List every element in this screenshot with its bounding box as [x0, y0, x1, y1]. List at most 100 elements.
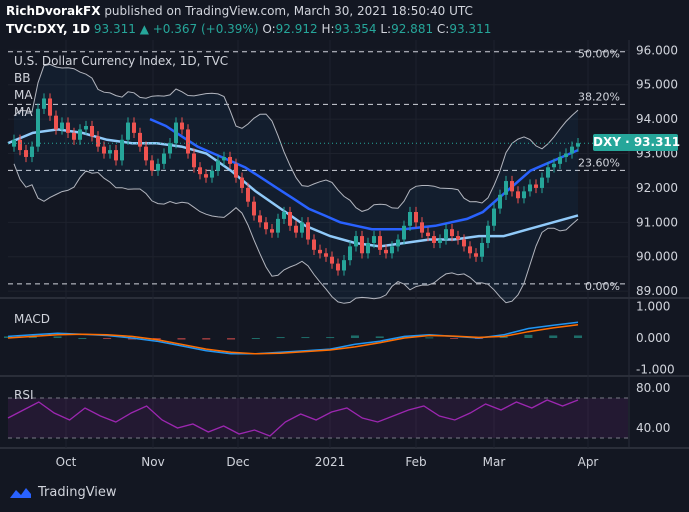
candle-body [276, 218, 280, 233]
candle-body [450, 229, 454, 237]
high-label: H: [321, 22, 335, 36]
fib-label: 38.20% [578, 90, 620, 103]
candle-body [462, 239, 466, 247]
tradingview-cloud-icon [10, 488, 31, 498]
candle-body [198, 167, 202, 175]
macd-histogram-bar [177, 338, 186, 340]
y-tick-label: 96.000 [636, 43, 678, 57]
candle-body [246, 187, 250, 202]
macd-histogram-bar [499, 336, 508, 338]
candle-body [30, 146, 34, 157]
macd-histogram-bar [326, 337, 335, 339]
close-value: 93.311 [449, 22, 492, 36]
y-tick-label: 90.000 [636, 250, 678, 264]
candle-body [66, 122, 70, 133]
macd-histogram-bar [375, 336, 384, 338]
open-value: 92.912 [275, 22, 318, 36]
fib-label: 23.60% [578, 156, 620, 169]
rsi-label[interactable]: RSI [14, 388, 34, 402]
x-tick-label: Nov [141, 455, 164, 469]
ma1-indicator-label[interactable]: MA [14, 88, 33, 102]
candle-body [570, 146, 574, 154]
candle-body [414, 212, 418, 223]
candle-body [522, 191, 526, 199]
macd-histogram-bar [103, 338, 112, 339]
macd-histogram-bar [301, 337, 310, 339]
candle-body [120, 139, 124, 161]
candle-body [54, 115, 58, 130]
candle-body [282, 212, 286, 219]
candle-body [558, 156, 562, 164]
macd-signal-line [7, 323, 579, 355]
bollinger-upper [13, 63, 579, 212]
candle-body [114, 150, 118, 161]
author-name[interactable]: RichDvorakFX [6, 4, 101, 18]
candle-body [480, 242, 484, 257]
candle-body [312, 239, 316, 250]
candle-body [36, 108, 40, 147]
macd-histogram-bar [450, 338, 459, 339]
candle-body [540, 177, 544, 188]
candle-body [438, 239, 442, 243]
low-value: 92.881 [391, 22, 434, 36]
candle-body [330, 256, 334, 264]
macd-histogram-bar [127, 338, 136, 340]
candle-body [42, 98, 46, 109]
candle-body [270, 229, 274, 233]
candle-body [180, 122, 184, 130]
candle-body [96, 136, 100, 147]
candle-body [516, 191, 520, 199]
macd-histogram-bar [227, 338, 236, 340]
candle-body [216, 160, 220, 171]
candle-body [528, 184, 532, 192]
last-price: 93.311 [93, 22, 136, 36]
candle-body [456, 236, 460, 240]
fib-label: 0.00% [585, 280, 620, 293]
macd-histogram-bar [152, 338, 161, 340]
candle-body [390, 246, 394, 254]
candle-body [144, 146, 148, 161]
macd-histogram-bar [574, 335, 582, 338]
candle-body [300, 222, 304, 233]
published-text: published on TradingView.com, March 30, … [104, 4, 473, 18]
candle-body [378, 236, 382, 250]
bb-indicator-label[interactable]: BB [14, 71, 31, 85]
ma2-indicator-label[interactable]: MA [14, 105, 33, 119]
open-label: O: [262, 22, 276, 36]
macd-histogram-bar [251, 338, 260, 339]
macd-histogram-bar [53, 336, 62, 338]
candle-body [306, 222, 310, 240]
macd-histogram-bar [549, 335, 558, 338]
candle-body [84, 126, 88, 130]
chart-title: U.S. Dollar Currency Index, 1D, TVC [14, 54, 229, 68]
candle-body [486, 225, 490, 243]
candle-body [264, 222, 268, 230]
candle-body [408, 212, 412, 226]
rsi-y-tick-label: 80.00 [636, 381, 670, 395]
brand-name: TradingView [38, 484, 117, 500]
candle-body [402, 225, 406, 240]
macd-histogram-bar [400, 336, 409, 338]
candle-body [546, 167, 550, 178]
symbol-name: TVC:DXY, 1D [6, 22, 91, 36]
symbol-info: TVC:DXY, 1D 93.311 ▲ +0.367 (+0.39%) O:9… [6, 22, 491, 36]
candle-body [258, 215, 262, 223]
candle-body [294, 225, 298, 233]
tradingview-logo[interactable]: TradingView [8, 484, 117, 500]
y-tick-label: 92.000 [636, 181, 678, 195]
y-tick-label: 94.000 [636, 112, 678, 126]
macd-y-tick-label: 0.000 [636, 331, 670, 345]
candle-body [354, 236, 358, 247]
rsi-band [8, 398, 628, 438]
macd-histogram-bar [4, 336, 12, 338]
bollinger-lower [13, 163, 579, 304]
macd-label[interactable]: MACD [14, 312, 50, 326]
candle-body [372, 236, 376, 243]
candle-body [474, 253, 478, 257]
candle-body [222, 156, 226, 161]
candle-body [510, 181, 514, 192]
rsi-line [7, 399, 579, 437]
candle-body [12, 139, 16, 147]
macd-histogram-bar [425, 337, 434, 339]
candle-body [576, 143, 580, 147]
